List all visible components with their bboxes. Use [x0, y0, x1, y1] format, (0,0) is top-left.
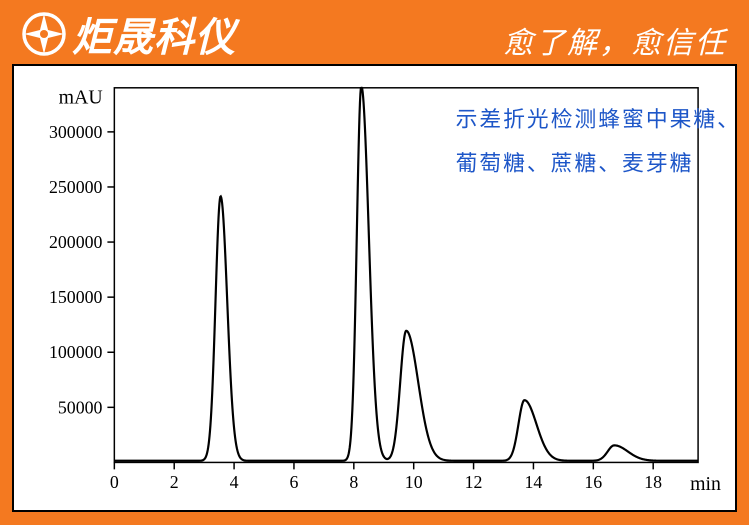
- svg-text:16: 16: [584, 472, 602, 492]
- svg-text:4: 4: [230, 472, 239, 492]
- svg-text:0: 0: [110, 472, 119, 492]
- chart-container: 0 2 4 6 8 10 12 14 16 18 50000 100000 150000 200000 25…: [12, 64, 737, 512]
- svg-text:250000: 250000: [49, 177, 103, 197]
- svg-text:100000: 100000: [49, 342, 103, 362]
- svg-text:示差折光检测蜂蜜中果糖、: 示差折光检测蜂蜜中果糖、: [456, 107, 735, 131]
- svg-text:150000: 150000: [49, 287, 103, 307]
- svg-text:50000: 50000: [58, 397, 103, 417]
- svg-text:葡萄糖、蔗糖、麦芽糖: 葡萄糖、蔗糖、麦芽糖: [456, 151, 694, 175]
- chromatogram-chart: 0 2 4 6 8 10 12 14 16 18 50000 100000 150000 200000 25…: [14, 66, 735, 510]
- compass-icon: [22, 12, 66, 56]
- svg-text:2: 2: [170, 472, 179, 492]
- svg-text:6: 6: [289, 472, 298, 492]
- svg-text:300000: 300000: [49, 122, 103, 142]
- root-frame: 炬晟科仪 愈了解，愈信任 0 2 4 6 8 10 12 14 16 18 50000 100000 1…: [0, 0, 749, 525]
- svg-text:18: 18: [644, 472, 662, 492]
- brand-logo: 炬晟科仪: [0, 5, 236, 63]
- svg-text:8: 8: [349, 472, 358, 492]
- svg-text:14: 14: [525, 472, 543, 492]
- svg-text:12: 12: [465, 472, 483, 492]
- svg-text:min: min: [690, 473, 721, 495]
- svg-text:200000: 200000: [49, 232, 103, 252]
- header-bar: 炬晟科仪 愈了解，愈信任: [0, 0, 749, 68]
- brand-name: 炬晟科仪: [72, 5, 236, 63]
- tagline-text: 愈了解，愈信任: [503, 18, 727, 62]
- svg-text:10: 10: [405, 472, 423, 492]
- svg-text:mAU: mAU: [59, 87, 103, 109]
